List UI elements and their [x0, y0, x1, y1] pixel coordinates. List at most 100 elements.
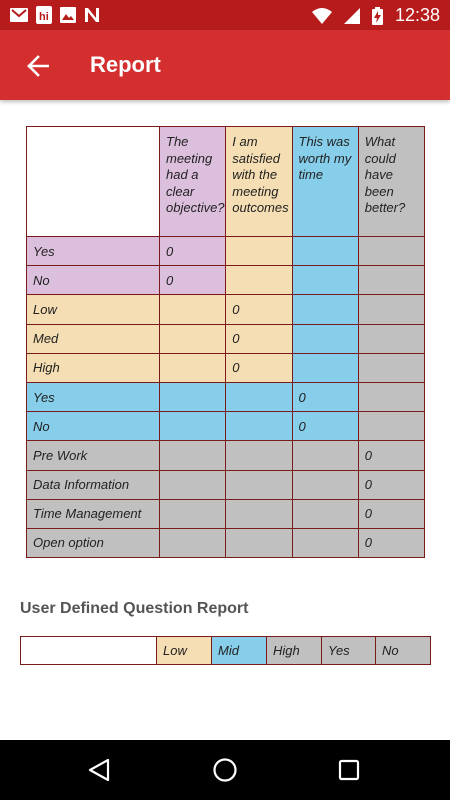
row-label: High — [26, 352, 160, 383]
table-cell: 0 — [357, 527, 426, 559]
udq-high-cell: High — [266, 636, 322, 665]
table-cell — [291, 469, 359, 500]
app-bar: Report — [0, 30, 450, 100]
header-corner-cell — [26, 126, 160, 237]
table-cell — [357, 411, 426, 442]
table-cell — [357, 294, 426, 325]
table-cell: 0 — [225, 294, 293, 325]
table-row: No 0 — [26, 265, 426, 296]
n-app-icon — [85, 8, 99, 22]
nav-back-button[interactable] — [84, 755, 114, 785]
table-cell — [225, 469, 293, 500]
header-clear-objective: The meeting had a clear objective? — [158, 126, 227, 237]
nav-recents-button[interactable] — [334, 755, 364, 785]
table-cell — [357, 265, 426, 296]
table-cell — [357, 381, 426, 413]
udq-no-cell: No — [375, 636, 431, 665]
battery-charging-icon — [371, 6, 383, 25]
table-cell — [291, 527, 359, 559]
table-cell: 0 — [291, 381, 359, 413]
meeting-report-table: The meeting had a clear objective? I am … — [26, 126, 426, 559]
table-cell — [158, 381, 227, 413]
table-row: Time Management 0 — [26, 498, 426, 529]
table-cell — [291, 294, 359, 325]
table-cell — [158, 527, 227, 559]
table-cell — [158, 498, 227, 529]
table-cell — [225, 381, 293, 413]
udq-mid-cell: Mid — [211, 636, 267, 665]
table-cell: 0 — [158, 265, 227, 296]
table-cell — [357, 323, 426, 354]
row-label: Yes — [26, 381, 160, 413]
table-row: Data Information 0 — [26, 469, 426, 500]
hi-app-icon: hi — [36, 6, 52, 24]
table-row: No 0 — [26, 411, 426, 442]
table-row: Open option 0 — [26, 527, 426, 559]
table-cell — [158, 294, 227, 325]
table-cell: 0 — [357, 440, 426, 471]
system-icons: 12:38 — [311, 5, 440, 26]
row-label: Med — [26, 323, 160, 354]
table-cell — [158, 440, 227, 471]
arrow-left-icon — [27, 55, 49, 77]
back-triangle-icon — [88, 758, 110, 782]
user-defined-report-table: Low Mid High Yes No — [20, 636, 431, 665]
row-label: Pre Work — [26, 440, 160, 471]
table-cell — [291, 265, 359, 296]
table-cell — [158, 323, 227, 354]
table-cell — [357, 235, 426, 267]
recents-square-icon — [338, 759, 360, 781]
table-cell: 0 — [357, 498, 426, 529]
table-cell — [291, 352, 359, 383]
page-title: Report — [90, 52, 161, 77]
table-cell — [291, 323, 359, 354]
table-row: Med 0 — [26, 323, 426, 354]
wifi-icon — [311, 7, 332, 24]
udq-yes-cell: Yes — [321, 636, 376, 665]
table-cell — [158, 469, 227, 500]
navigation-bar — [0, 740, 450, 800]
signal-icon — [343, 7, 360, 24]
svg-text:hi: hi — [39, 11, 49, 23]
clock: 12:38 — [394, 5, 440, 25]
table-cell: 0 — [291, 411, 359, 442]
row-label: Open option — [26, 527, 160, 559]
table-cell — [225, 527, 293, 559]
header-satisfied-outcomes: I am satisfied with the meeting outcomes — [225, 126, 293, 237]
row-label: No — [26, 411, 160, 442]
notification-icons: hi — [10, 6, 100, 24]
home-circle-icon — [213, 758, 237, 782]
table-cell — [225, 411, 293, 442]
row-label: Low — [26, 294, 160, 325]
table-cell — [225, 265, 293, 296]
table-row: Yes 0 — [26, 381, 426, 413]
table-row: Low 0 — [26, 294, 426, 325]
nav-home-button[interactable] — [210, 755, 240, 785]
row-label: Data Information — [26, 469, 160, 500]
table-cell: 0 — [357, 469, 426, 500]
table-cell — [225, 235, 293, 267]
row-label: Time Management — [26, 498, 160, 529]
udq-low-cell: Low — [156, 636, 212, 665]
user-defined-report-title: User Defined Question Report — [20, 600, 249, 617]
table-cell — [357, 352, 426, 383]
gmail-icon — [10, 8, 28, 22]
back-arrow-button[interactable] — [20, 48, 56, 84]
table-cell — [291, 235, 359, 267]
header-worth-time: This was worth my time — [291, 126, 359, 237]
table-header-row: The meeting had a clear objective? I am … — [26, 126, 426, 237]
row-label: Yes — [26, 235, 160, 267]
table-cell: 0 — [225, 323, 293, 354]
table-row: Yes 0 — [26, 235, 426, 267]
udq-question-cell — [20, 636, 157, 665]
table-cell — [291, 498, 359, 529]
table-cell — [225, 440, 293, 471]
table-cell — [158, 411, 227, 442]
table-row: High 0 — [26, 352, 426, 383]
table-row: Low Mid High Yes No — [20, 636, 431, 665]
table-cell — [225, 498, 293, 529]
image-icon — [60, 7, 76, 23]
table-cell — [291, 440, 359, 471]
row-label: No — [26, 265, 160, 296]
table-cell: 0 — [225, 352, 293, 383]
